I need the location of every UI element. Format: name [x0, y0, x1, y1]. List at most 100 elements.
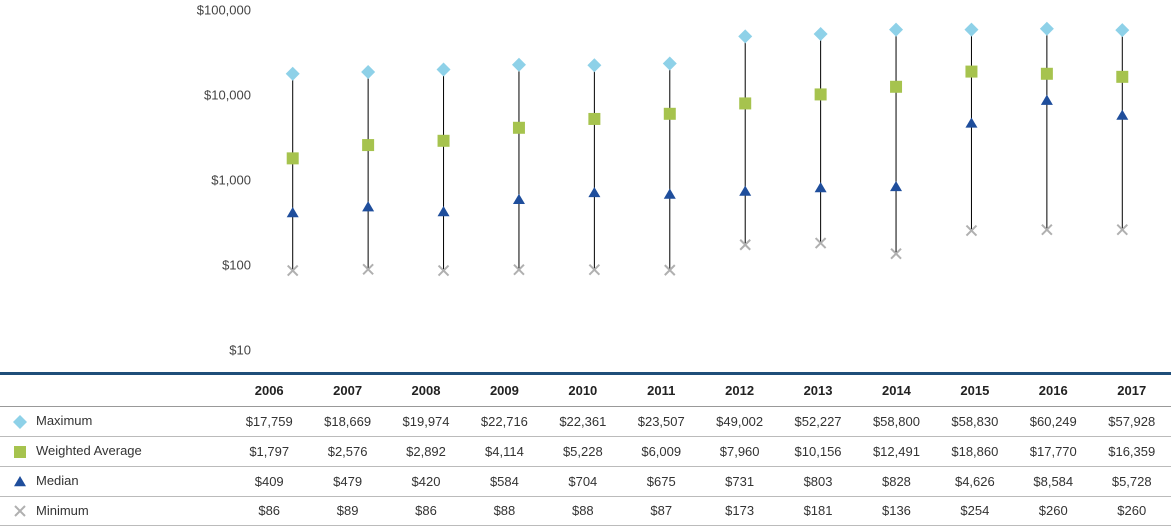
- maximum-icon: [12, 413, 28, 430]
- table-header-year: 2014: [857, 375, 935, 407]
- legend-cell-maximum: Maximum: [0, 407, 230, 437]
- marker-weighted_average: [890, 81, 902, 93]
- weighted_average-icon: [12, 443, 28, 460]
- legend-cell-minimum: Minimum: [0, 496, 230, 526]
- table-header-year: 2013: [779, 375, 857, 407]
- table-cell: $22,361: [544, 407, 622, 437]
- table-cell: $260: [1092, 496, 1171, 526]
- y-tick-label: $100,000: [197, 3, 251, 18]
- table-cell: $86: [387, 496, 465, 526]
- table-cell: $58,800: [857, 407, 935, 437]
- table-header-year: 2015: [936, 375, 1014, 407]
- table-cell: $10,156: [779, 436, 857, 466]
- table-cell: $88: [465, 496, 543, 526]
- table-cell: $18,669: [308, 407, 386, 437]
- marker-maximum: [286, 67, 300, 81]
- table-cell: $19,974: [387, 407, 465, 437]
- table-cell: $58,830: [936, 407, 1014, 437]
- y-tick-label: $1,000: [211, 173, 251, 188]
- y-tick-label: $100: [222, 258, 251, 273]
- table-cell: $60,249: [1014, 407, 1092, 437]
- marker-median: [1116, 110, 1128, 120]
- table-row: Minimum$86$89$86$88$88$87$173$181$136$25…: [0, 496, 1171, 526]
- table-row: Maximum $17,759$18,669$19,974$22,716$22,3…: [0, 407, 1171, 437]
- marker-median: [588, 187, 600, 197]
- table-cell: $22,716: [465, 407, 543, 437]
- table-cell: $49,002: [700, 407, 778, 437]
- table-header-year: 2007: [308, 375, 386, 407]
- marker-median: [739, 186, 751, 196]
- table-cell: $2,892: [387, 436, 465, 466]
- table-cell: $16,359: [1092, 436, 1171, 466]
- marker-median: [664, 189, 676, 199]
- marker-weighted_average: [815, 88, 827, 100]
- marker-maximum: [1040, 22, 1054, 36]
- table-cell: $2,576: [308, 436, 386, 466]
- table-cell: $17,770: [1014, 436, 1092, 466]
- marker-maximum: [437, 62, 451, 76]
- marker-weighted_average: [1041, 68, 1053, 80]
- data-table-wrap: 2006200720082009201020112012201320142015…: [0, 372, 1171, 526]
- marker-weighted_average: [513, 122, 525, 134]
- median-icon: [12, 473, 28, 490]
- marker-median: [513, 194, 525, 204]
- marker-median: [890, 181, 902, 191]
- table-cell: $675: [622, 466, 700, 496]
- table-cell: $731: [700, 466, 778, 496]
- table-cell: $23,507: [622, 407, 700, 437]
- table-cell: $136: [857, 496, 935, 526]
- marker-median: [815, 182, 827, 192]
- table-cell: $52,227: [779, 407, 857, 437]
- table-cell: $173: [700, 496, 778, 526]
- table-header-year: 2011: [622, 375, 700, 407]
- table-cell: $409: [230, 466, 308, 496]
- legend-label: Weighted Average: [36, 443, 142, 458]
- table-header-blank: [0, 375, 230, 407]
- marker-weighted_average: [664, 108, 676, 120]
- marker-maximum: [512, 58, 526, 72]
- table-row: Median$409$479$420$584$704$675$731$803$8…: [0, 466, 1171, 496]
- legend-cell-median: Median: [0, 466, 230, 496]
- table-cell: $254: [936, 496, 1014, 526]
- table-cell: $479: [308, 466, 386, 496]
- data-table: 2006200720082009201020112012201320142015…: [0, 372, 1171, 526]
- legend-label: Minimum: [36, 503, 89, 518]
- table-cell: $57,928: [1092, 407, 1171, 437]
- table-cell: $584: [465, 466, 543, 496]
- marker-weighted_average: [739, 97, 751, 109]
- table-row: Weighted Average$1,797$2,576$2,892$4,114…: [0, 436, 1171, 466]
- table-cell: $86: [230, 496, 308, 526]
- table-cell: $18,860: [936, 436, 1014, 466]
- table-cell: $1,797: [230, 436, 308, 466]
- table-cell: $6,009: [622, 436, 700, 466]
- marker-median: [362, 201, 374, 211]
- table-cell: $7,960: [700, 436, 778, 466]
- marker-maximum: [889, 23, 903, 37]
- table-header-year: 2017: [1092, 375, 1171, 407]
- marker-median: [438, 206, 450, 216]
- table-header-year: 2010: [544, 375, 622, 407]
- table-cell: $181: [779, 496, 857, 526]
- marker-maximum: [1115, 23, 1129, 37]
- table-cell: $88: [544, 496, 622, 526]
- marker-weighted_average: [362, 139, 374, 151]
- marker-weighted_average: [588, 113, 600, 125]
- minimum-icon: [12, 503, 28, 520]
- table-header-year: 2008: [387, 375, 465, 407]
- table-cell: $87: [622, 496, 700, 526]
- marker-weighted_average: [287, 152, 299, 164]
- range-chart: $10$100$1,000$10,000$100,000: [0, 0, 1171, 360]
- marker-maximum: [361, 65, 375, 79]
- legend-label: Median: [36, 473, 79, 488]
- marker-weighted_average: [1116, 71, 1128, 83]
- marker-median: [1041, 95, 1053, 105]
- table-cell: $4,626: [936, 466, 1014, 496]
- y-tick-label: $10: [229, 343, 251, 358]
- table-cell: $420: [387, 466, 465, 496]
- table-cell: $704: [544, 466, 622, 496]
- marker-maximum: [814, 27, 828, 41]
- table-cell: $828: [857, 466, 935, 496]
- legend-label: Maximum: [36, 413, 92, 428]
- table-cell: $17,759: [230, 407, 308, 437]
- table-cell: $8,584: [1014, 466, 1092, 496]
